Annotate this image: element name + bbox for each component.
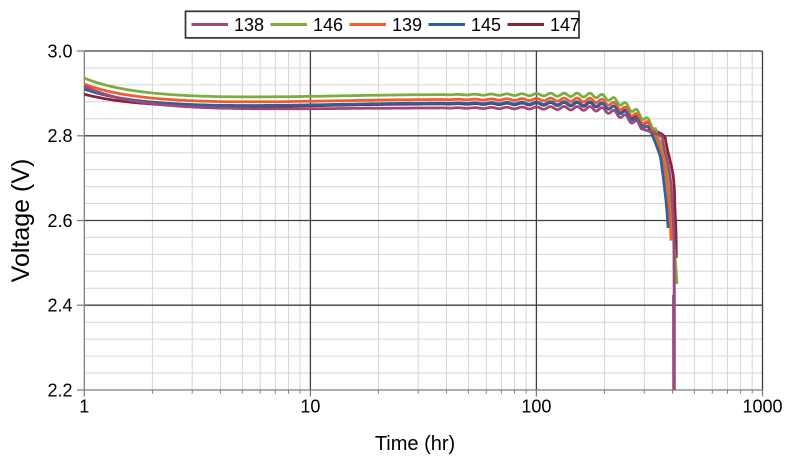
- svg-text:3.0: 3.0: [47, 41, 72, 61]
- svg-text:1000: 1000: [742, 397, 782, 417]
- svg-text:147: 147: [550, 15, 580, 35]
- svg-text:100: 100: [521, 397, 551, 417]
- svg-text:146: 146: [313, 15, 343, 35]
- svg-text:1: 1: [79, 397, 89, 417]
- svg-text:145: 145: [471, 15, 501, 35]
- svg-text:2.2: 2.2: [47, 380, 72, 400]
- svg-text:138: 138: [234, 15, 264, 35]
- svg-text:2.4: 2.4: [47, 296, 72, 316]
- svg-text:139: 139: [392, 15, 422, 35]
- svg-text:2.6: 2.6: [47, 211, 72, 231]
- svg-text:10: 10: [300, 397, 320, 417]
- svg-text:Voltage (V): Voltage (V): [7, 159, 35, 283]
- svg-text:2.8: 2.8: [47, 126, 72, 146]
- svg-text:Time (hr): Time (hr): [375, 433, 455, 455]
